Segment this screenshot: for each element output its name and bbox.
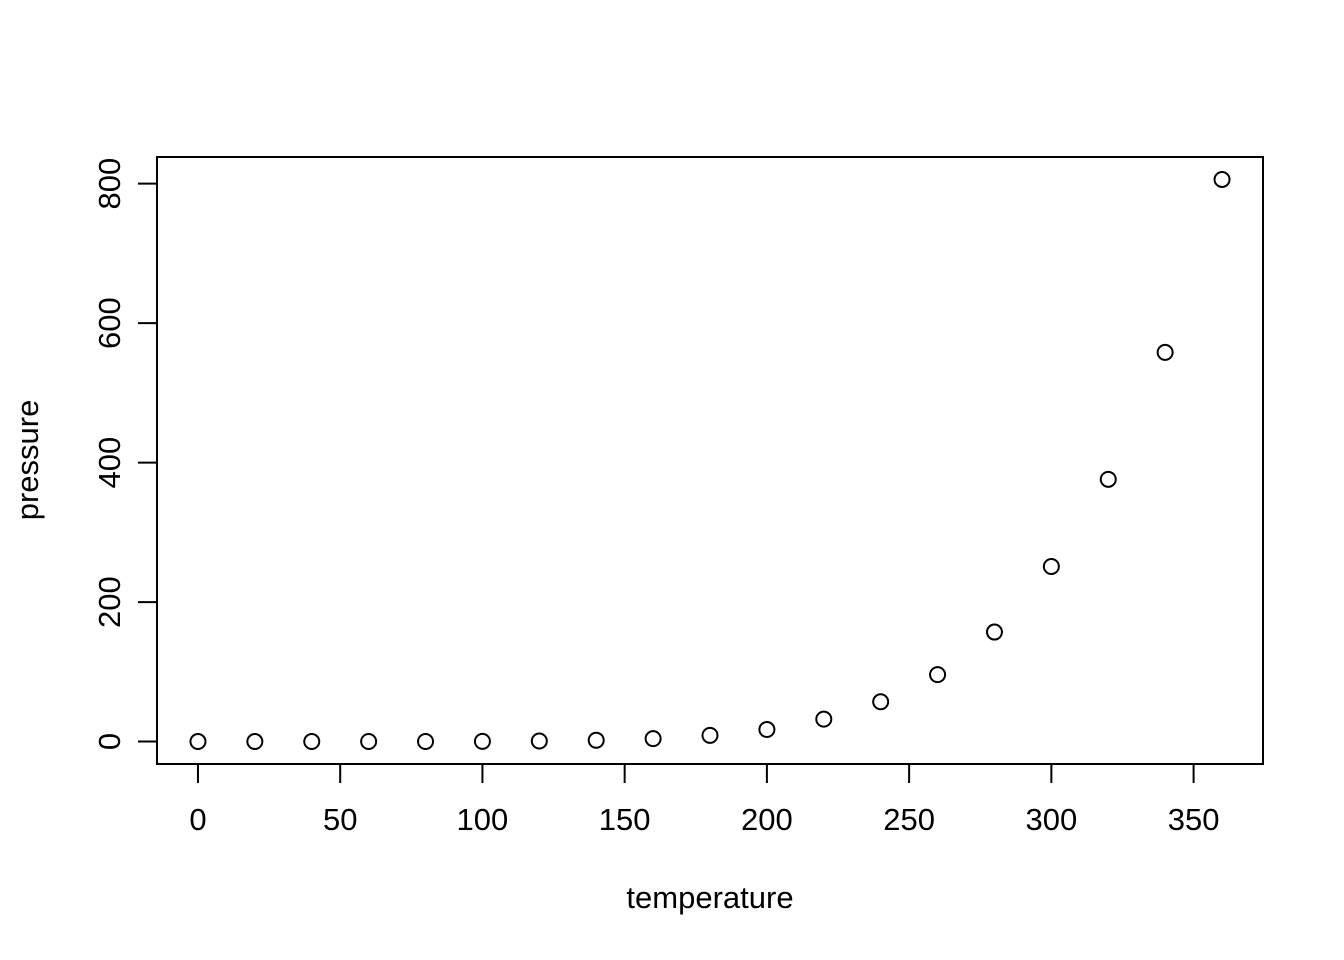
x-axis-label: temperature (626, 880, 793, 915)
y-tick-label: 600 (92, 297, 127, 349)
x-tick-label: 100 (457, 802, 509, 837)
data-point (985, 623, 1003, 641)
y-tick-label: 800 (92, 158, 127, 210)
x-tick-label: 350 (1168, 802, 1220, 837)
x-tick-label: 200 (741, 802, 793, 837)
plot-generated-content: 0 50 100 150 200 250 300 350 0 200 400 600 800 (92, 156, 1264, 837)
data-point (1213, 170, 1231, 188)
data-point (303, 733, 321, 751)
x-tick-label: 0 (189, 802, 206, 837)
data-point (815, 710, 833, 728)
data-point (1042, 558, 1060, 576)
y-tick-label: 400 (92, 437, 127, 489)
data-point (872, 693, 890, 711)
y-tick-label: 200 (92, 576, 127, 628)
data-point (1156, 343, 1174, 361)
data-point (246, 733, 264, 751)
data-point (587, 731, 605, 749)
data-point (701, 726, 719, 744)
data-point (758, 720, 776, 738)
y-tick-label: 0 (92, 733, 127, 750)
x-tick-label: 50 (323, 802, 357, 837)
data-point (530, 732, 548, 750)
data-point (1099, 470, 1117, 488)
x-tick-label: 150 (599, 802, 651, 837)
data-point (360, 733, 378, 751)
plot-box (156, 156, 1264, 765)
data-point (417, 732, 435, 750)
data-point (189, 733, 207, 751)
x-tick-label: 250 (883, 802, 935, 837)
data-point (929, 666, 947, 684)
y-axis-label: pressure (10, 400, 45, 521)
data-point (473, 732, 491, 750)
x-tick-label: 300 (1025, 802, 1077, 837)
data-point (644, 730, 662, 748)
